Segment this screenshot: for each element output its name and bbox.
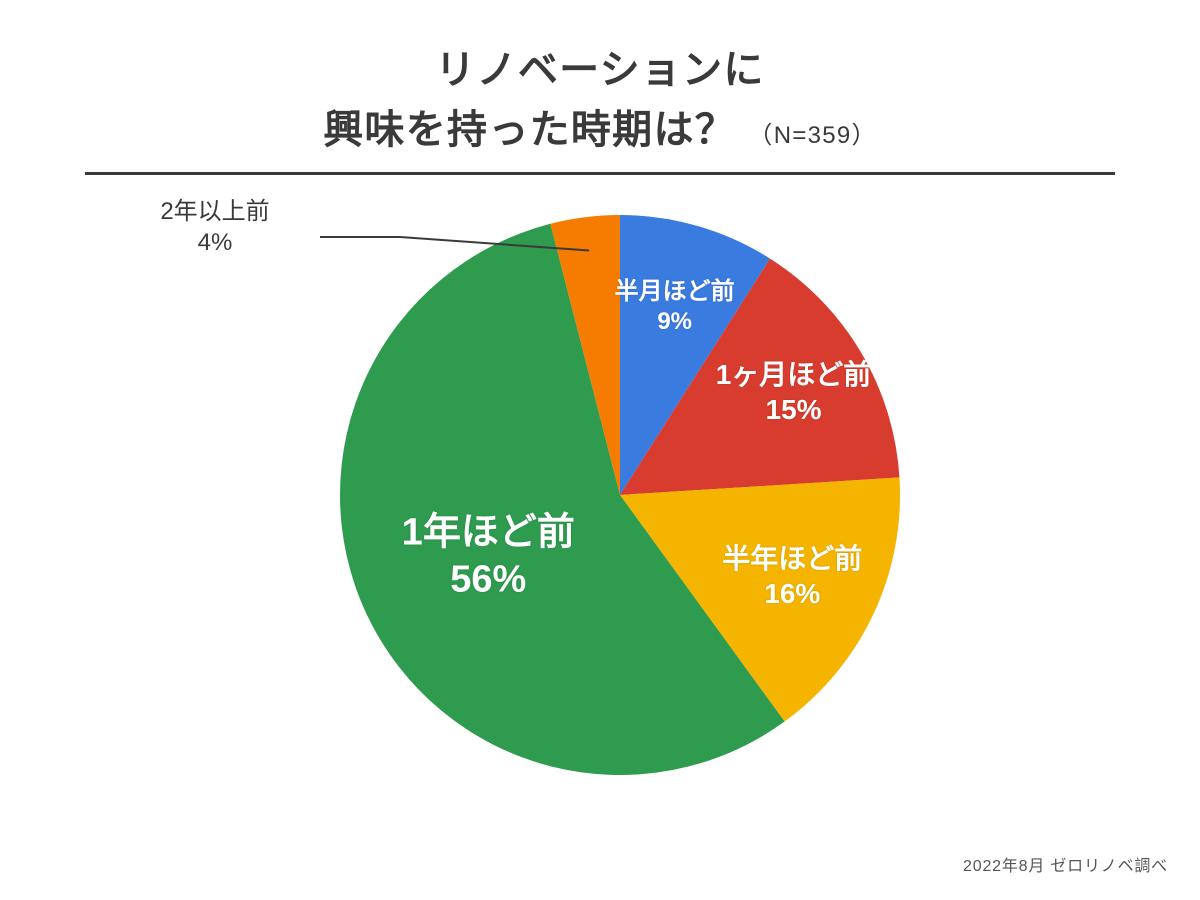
sample-size: （N=359） <box>748 122 876 149</box>
slice-name: 半年ほど前 <box>722 541 862 576</box>
slice-name: 半月ほど前 <box>615 277 735 307</box>
slice-value: 16% <box>722 576 862 611</box>
title-line-2-main: 興味を持った時期は？ <box>323 108 736 152</box>
slice-value: 4% <box>160 227 269 258</box>
title-line-2: 興味を持った時期は？ （N=359） <box>0 100 1200 160</box>
slice-name: 2年以上前 <box>160 196 269 227</box>
slice-name: 1ヶ月ほど前 <box>716 357 872 392</box>
pie-svg <box>0 175 1200 815</box>
pie-callout-label: 2年以上前4% <box>160 196 269 258</box>
footer-source: 2022年8月 ゼロリノベ調べ <box>963 852 1168 876</box>
title-line-1: リノベーションに <box>0 40 1200 100</box>
pie-chart: 半月ほど前9% 1ヶ月ほど前15% 半年ほど前16% 1年ほど前56% 2年以上前4% <box>0 175 1200 815</box>
pie-slice-label: 半年ほど前16% <box>722 541 862 611</box>
chart-title-block: リノベーションに 興味を持った時期は？ （N=359） <box>0 0 1200 175</box>
slice-name: 1年ほど前 <box>402 509 575 557</box>
pie-slice-label: 1年ほど前56% <box>402 509 575 604</box>
slice-value: 56% <box>402 557 575 605</box>
pie-slice-label: 1ヶ月ほど前15% <box>716 357 872 427</box>
slice-value: 9% <box>615 307 735 337</box>
pie-slice-label: 半月ほど前9% <box>615 277 735 337</box>
page: リノベーションに 興味を持った時期は？ （N=359） 半月ほど前9% 1ヶ月ほど… <box>0 0 1200 900</box>
slice-value: 15% <box>716 392 872 427</box>
